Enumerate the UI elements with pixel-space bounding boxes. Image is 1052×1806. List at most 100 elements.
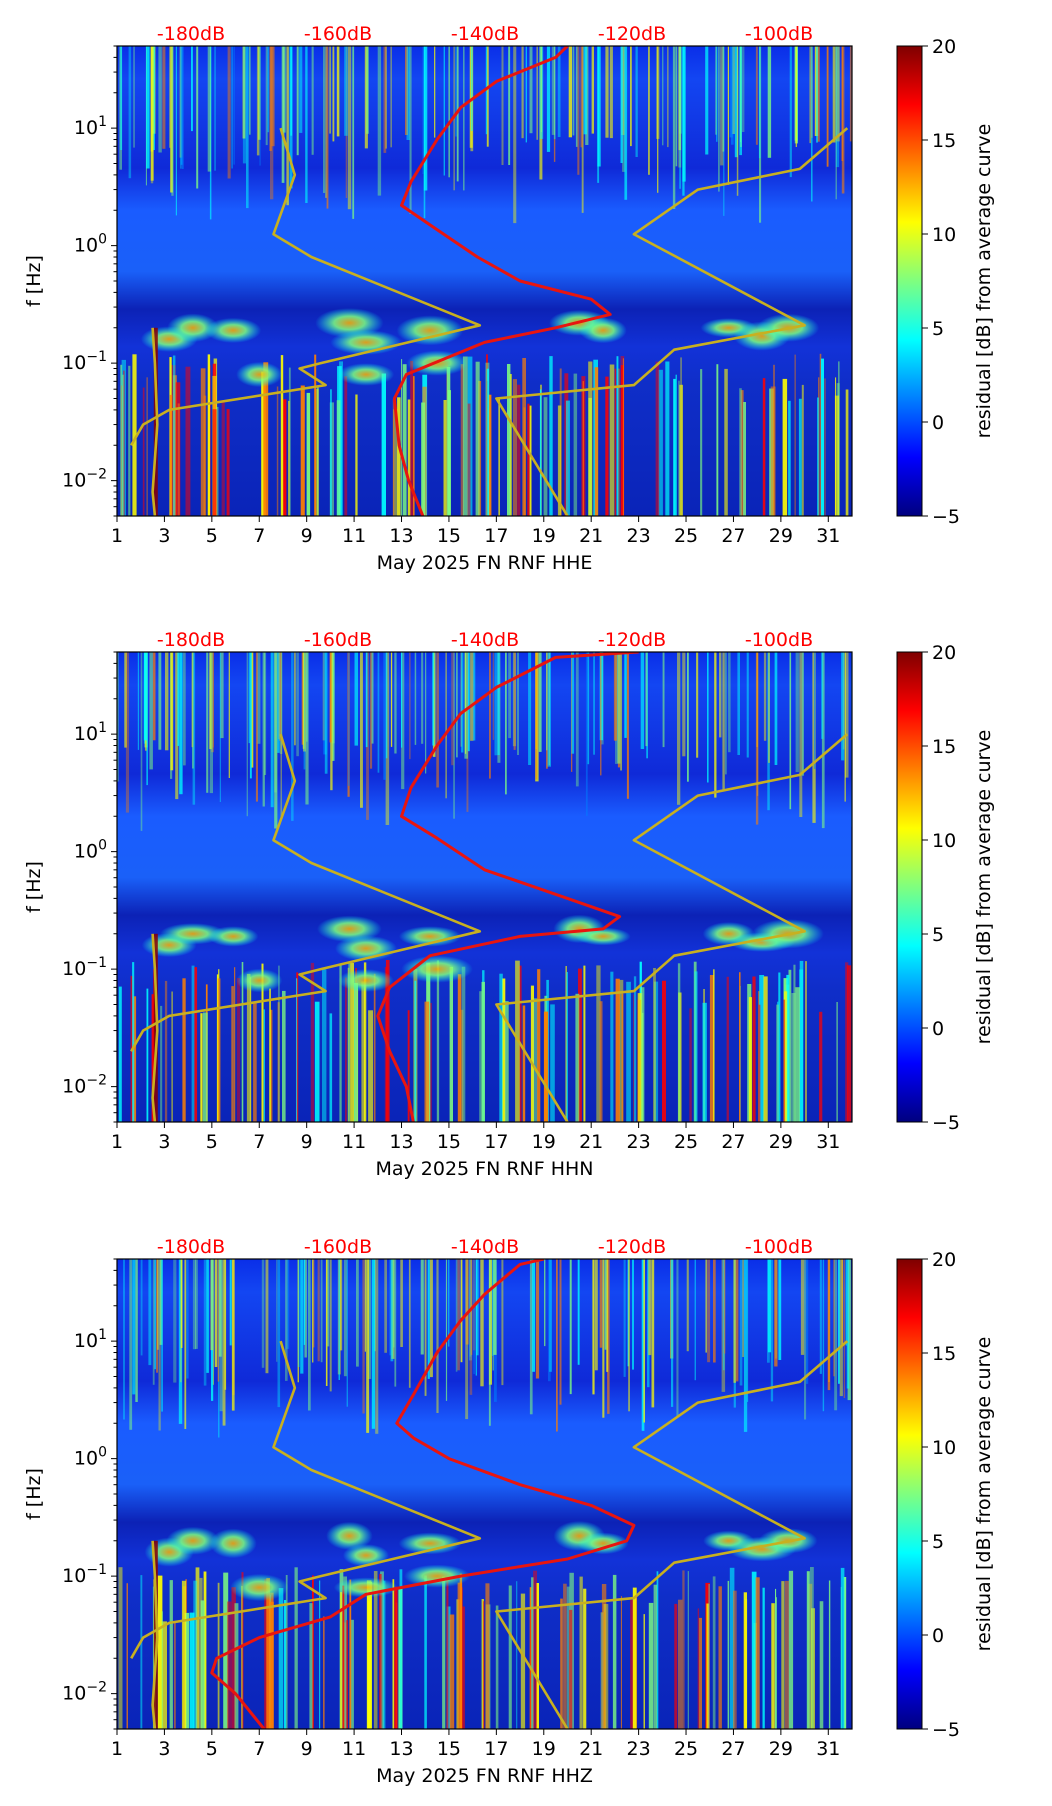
db-scale-label: -140dB (451, 1236, 519, 1258)
x-tick-label: 5 (206, 525, 218, 547)
spectrogram-panel-1: 1 3 5 7 9 11 13 15 17 19 21 23 25 27 29 3110−210−110010… (23, 23, 995, 574)
db-scale-label: -140dB (451, 23, 519, 45)
colorbar-tick-label: 15 (932, 130, 956, 152)
spectrogram-image (117, 46, 852, 516)
y-axis-label: f [Hz] (23, 1468, 45, 1520)
y-axis-label: f [Hz] (23, 861, 45, 913)
db-scale-label: -160dB (304, 1236, 372, 1258)
colorbar-tick-label: −5 (932, 1112, 960, 1134)
db-scale-label: -100dB (745, 629, 813, 651)
reference-curve-1 (151, 933, 159, 1122)
reference-curve-1 (151, 327, 159, 516)
x-tick-label: 31 (816, 525, 840, 547)
db-scale-label: -140dB (451, 629, 519, 651)
reference-curve-3 (130, 1340, 482, 1659)
x-tick-label: 7 (253, 525, 265, 547)
x-tick-label: 11 (342, 1738, 366, 1760)
spectrogram-image (117, 1259, 852, 1729)
colorbar-tick-label: 15 (932, 736, 956, 758)
db-scale-label: -100dB (745, 23, 813, 45)
y-tick-label: 100 (74, 838, 107, 863)
db-scale-label: -120dB (598, 629, 666, 651)
x-tick-label: 19 (532, 525, 556, 547)
x-tick-label: 3 (158, 525, 170, 547)
x-tick-label: 23 (627, 1131, 651, 1153)
reference-curve-2 (495, 1340, 849, 1729)
x-tick-label: 25 (674, 1738, 698, 1760)
y-tick-label: 10−1 (62, 349, 107, 374)
colorbar: −5 0 5 10 15 20 residual [dB] from average cur… (896, 642, 995, 1134)
x-tick-label: 23 (627, 525, 651, 547)
x-tick-label: 11 (342, 1131, 366, 1153)
x-tick-label: 13 (389, 1738, 413, 1760)
x-tick-label: 9 (301, 1131, 313, 1153)
spectrogram-panel-3: 1 3 5 7 9 11 13 15 17 19 21 23 25 27 29 3110−210−110010… (23, 1236, 995, 1787)
reference-curve-2 (495, 127, 849, 516)
spectrogram-image (117, 652, 852, 1122)
x-tick-label: 17 (484, 1738, 508, 1760)
x-tick-label: 31 (816, 1131, 840, 1153)
colorbar-tick-label: 20 (932, 36, 956, 58)
x-tick-label: 21 (579, 1738, 603, 1760)
x-axis-label: May 2025 FN RNF HHN (375, 1158, 593, 1180)
colorbar-tick-label: 5 (932, 924, 944, 946)
colorbar-tick-label: 5 (932, 318, 944, 340)
colorbar-tick-label: 10 (932, 1437, 956, 1459)
db-scale-label: -160dB (304, 23, 372, 45)
colorbar-tick-label: −5 (932, 506, 960, 528)
colorbar-tick-label: 10 (932, 830, 956, 852)
y-axis-label: f [Hz] (23, 255, 45, 307)
x-tick-label: 17 (484, 525, 508, 547)
colorbar-tick-label: 0 (932, 1018, 944, 1040)
x-tick-label: 1 (111, 1738, 123, 1760)
y-tick-label: 101 (74, 114, 107, 139)
x-tick-label: 27 (721, 1738, 745, 1760)
x-tick-label: 5 (206, 1131, 218, 1153)
x-tick-label: 19 (532, 1738, 556, 1760)
x-tick-label: 1 (111, 525, 123, 547)
colorbar: −5 0 5 10 15 20 residual [dB] from average cur… (896, 36, 995, 528)
x-tick-label: 23 (627, 1738, 651, 1760)
x-axis-label: May 2025 FN RNF HHE (377, 552, 593, 574)
colorbar-tick-label: 20 (932, 1249, 956, 1271)
x-tick-label: 9 (301, 525, 313, 547)
colorbar-tick-label: 0 (932, 412, 944, 434)
spectrogram-panel-2: 1 3 5 7 9 11 13 15 17 19 21 23 25 27 29 3110−210−110010… (23, 629, 995, 1180)
db-scale-label: -180dB (157, 629, 225, 651)
x-tick-label: 7 (253, 1131, 265, 1153)
x-tick-label: 3 (158, 1131, 170, 1153)
colorbar: −5 0 5 10 15 20 residual [dB] from average cur… (896, 1249, 995, 1741)
x-tick-label: 21 (579, 1131, 603, 1153)
x-tick-label: 29 (769, 1738, 793, 1760)
y-tick-label: 10−2 (62, 1073, 107, 1098)
y-tick-label: 10−1 (62, 1562, 107, 1587)
x-axis-label: May 2025 FN RNF HHZ (376, 1765, 593, 1787)
average-curve (210, 1259, 636, 1729)
x-tick-label: 27 (721, 1131, 745, 1153)
x-tick-label: 27 (721, 525, 745, 547)
x-tick-label: 13 (389, 1131, 413, 1153)
x-tick-label: 15 (437, 1738, 461, 1760)
x-tick-label: 15 (437, 1131, 461, 1153)
colorbar-tick-label: 20 (932, 642, 956, 664)
y-tick-label: 100 (74, 232, 107, 257)
reference-curve-3 (130, 127, 482, 446)
db-scale-label: -120dB (598, 23, 666, 45)
db-scale-label: -100dB (745, 1236, 813, 1258)
y-tick-label: 10−2 (62, 467, 107, 492)
x-tick-label: 13 (389, 525, 413, 547)
x-tick-label: 17 (484, 1131, 508, 1153)
db-scale-label: -180dB (157, 1236, 225, 1258)
db-scale-label: -120dB (598, 1236, 666, 1258)
x-tick-label: 21 (579, 525, 603, 547)
db-scale-label: -160dB (304, 629, 372, 651)
x-tick-label: 5 (206, 1738, 218, 1760)
x-tick-label: 19 (532, 1131, 556, 1153)
average-curve (392, 46, 612, 516)
average-curve (376, 652, 639, 1122)
x-tick-label: 3 (158, 1738, 170, 1760)
x-tick-label: 29 (769, 1131, 793, 1153)
db-scale-label: -180dB (157, 23, 225, 45)
y-tick-label: 10−2 (62, 1680, 107, 1705)
